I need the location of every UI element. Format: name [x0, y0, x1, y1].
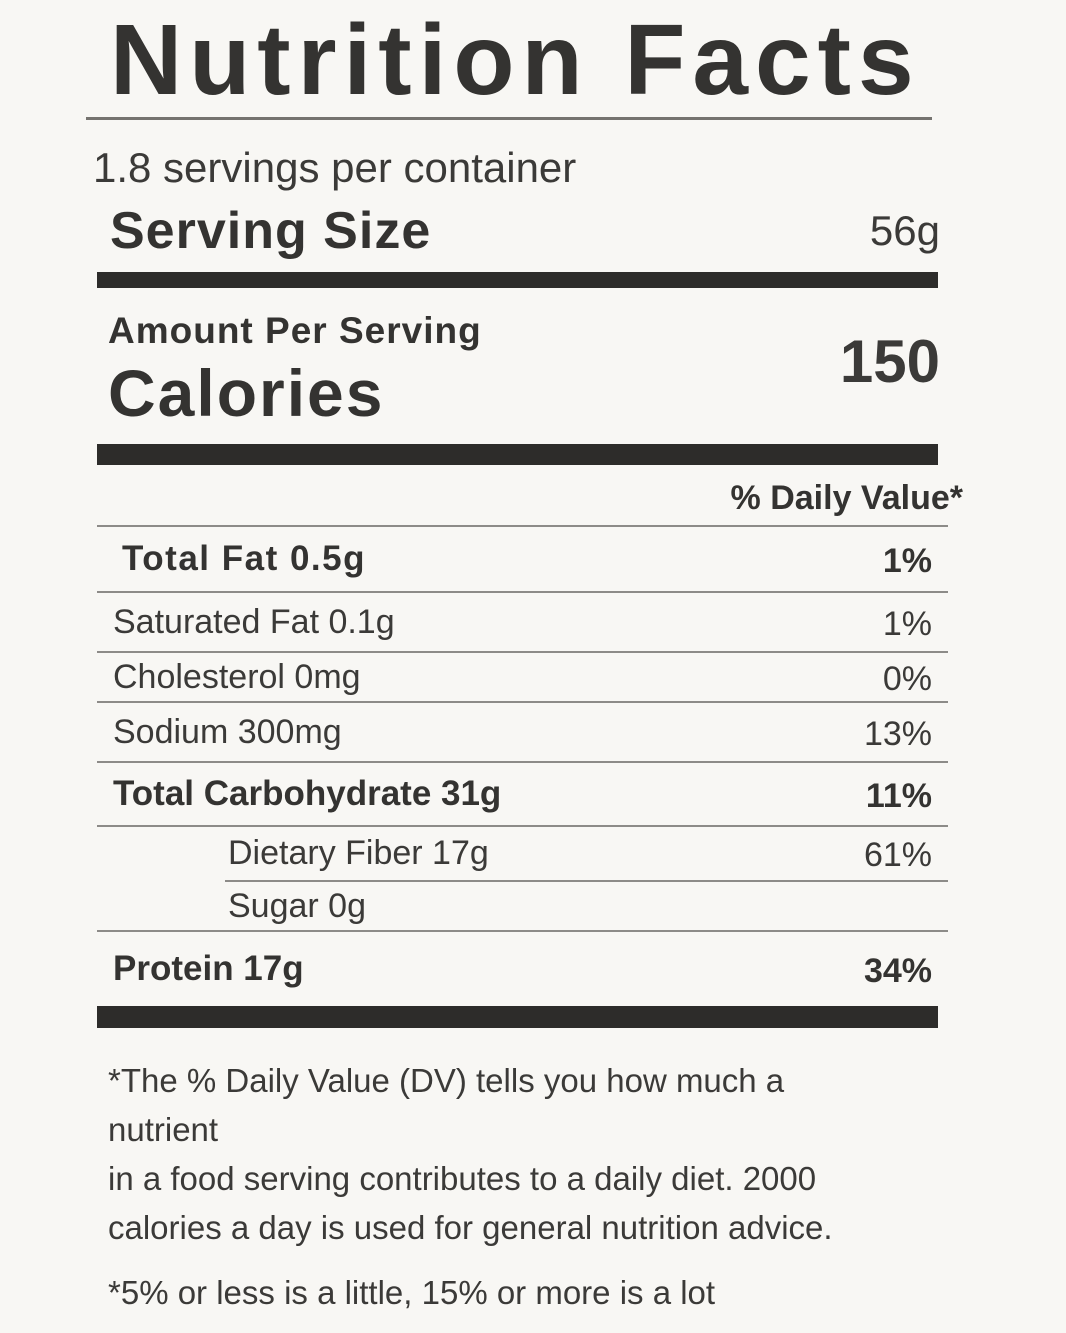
separator-bar-top: [97, 272, 938, 288]
nutrient-row: Total Carbohydrate 31g 11%: [97, 763, 948, 827]
nutrient-daily-value: 34%: [863, 951, 932, 990]
label-title: Nutrition Facts: [110, 4, 921, 116]
footnote-line: calories a day is used for general nutri…: [108, 1209, 833, 1246]
nutrient-name: Total Carbohydrate 31g: [113, 774, 502, 813]
footnote-secondary: *5% or less is a little, 15% or more is …: [108, 1274, 716, 1311]
nutrient-daily-value: 1%: [882, 604, 932, 643]
nutrient-row: Sugar 0g: [97, 882, 948, 932]
footnote-line: in a food serving contributes to a daily…: [108, 1160, 817, 1197]
row-divider: [225, 880, 948, 882]
calories-section: Amount Per Serving Calories 150: [97, 310, 948, 426]
calories-labels: Amount Per Serving Calories: [108, 310, 482, 426]
amount-per-serving-label: Amount Per Serving: [108, 310, 482, 351]
nutrient-name: Dietary Fiber 17g: [228, 834, 489, 872]
nutrient-name: Sodium 300mg: [113, 712, 342, 751]
separator-bar-middle: [97, 444, 938, 465]
nutrient-daily-value: 13%: [863, 714, 932, 753]
nutrients-table: Total Fat 0.5g 1% Saturated Fat 0.1g 1% Chol…: [97, 527, 948, 1006]
servings-per-container: 1.8 servings per container: [93, 144, 577, 191]
nutrient-name: Total Fat 0.5g: [122, 539, 366, 578]
nutrient-row: Dietary Fiber 17g 61%: [97, 827, 948, 882]
footnote-line: nutrient: [108, 1111, 219, 1148]
footnote: *The % Daily Value (DV) tells you how mu…: [108, 1056, 1066, 1252]
row-divider: [97, 930, 948, 932]
row-divider: [97, 761, 948, 763]
nutrient-name: Cholesterol 0mg: [113, 657, 361, 696]
nutrient-name: Saturated Fat 0.1g: [113, 602, 395, 641]
serving-size-row: Serving Size 56g: [97, 200, 948, 262]
nutrient-row: Sodium 300mg 13%: [97, 703, 948, 763]
nutrient-name: Protein 17g: [113, 949, 304, 988]
serving-size-label: Serving Size: [110, 202, 432, 260]
nutrient-daily-value: 0%: [882, 659, 932, 698]
separator-bar-bottom: [97, 1006, 938, 1028]
nutrient-row: Cholesterol 0mg 0%: [97, 653, 948, 703]
nutrient-daily-value: 11%: [865, 776, 932, 815]
row-divider: [97, 701, 948, 703]
daily-value-header-text: % Daily Value*: [730, 479, 963, 517]
nutrient-daily-value: 1%: [882, 541, 932, 580]
calories-label: Calories: [108, 356, 385, 430]
serving-size-value: 56g: [869, 207, 940, 254]
nutrient-row: Protein 17g 34%: [97, 932, 948, 1006]
row-divider: [97, 651, 948, 653]
footnote-line: *The % Daily Value (DV) tells you how mu…: [108, 1062, 785, 1099]
row-divider: [97, 591, 948, 593]
daily-value-header: % Daily Value*: [97, 465, 963, 527]
nutrient-daily-value: 61%: [863, 836, 932, 874]
title-rule: [86, 117, 932, 120]
nutrient-row: Saturated Fat 0.1g 1%: [97, 593, 948, 653]
row-divider: [97, 825, 948, 827]
nutrient-row: Total Fat 0.5g 1%: [97, 527, 948, 593]
calories-value: 150: [839, 327, 940, 395]
nutrient-name: Sugar 0g: [228, 886, 366, 925]
